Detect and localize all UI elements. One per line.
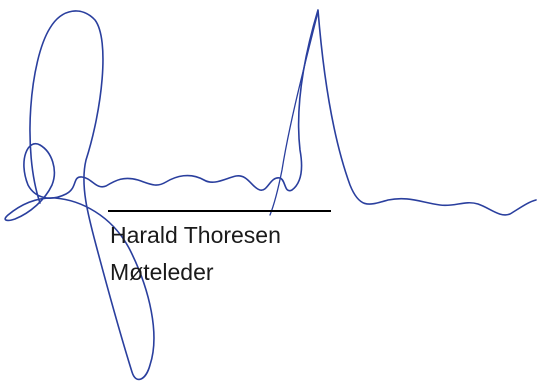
signature-rule	[108, 210, 331, 212]
signer-role: Møteleder	[110, 259, 214, 285]
signer-name: Harald Thoresen	[110, 222, 281, 248]
